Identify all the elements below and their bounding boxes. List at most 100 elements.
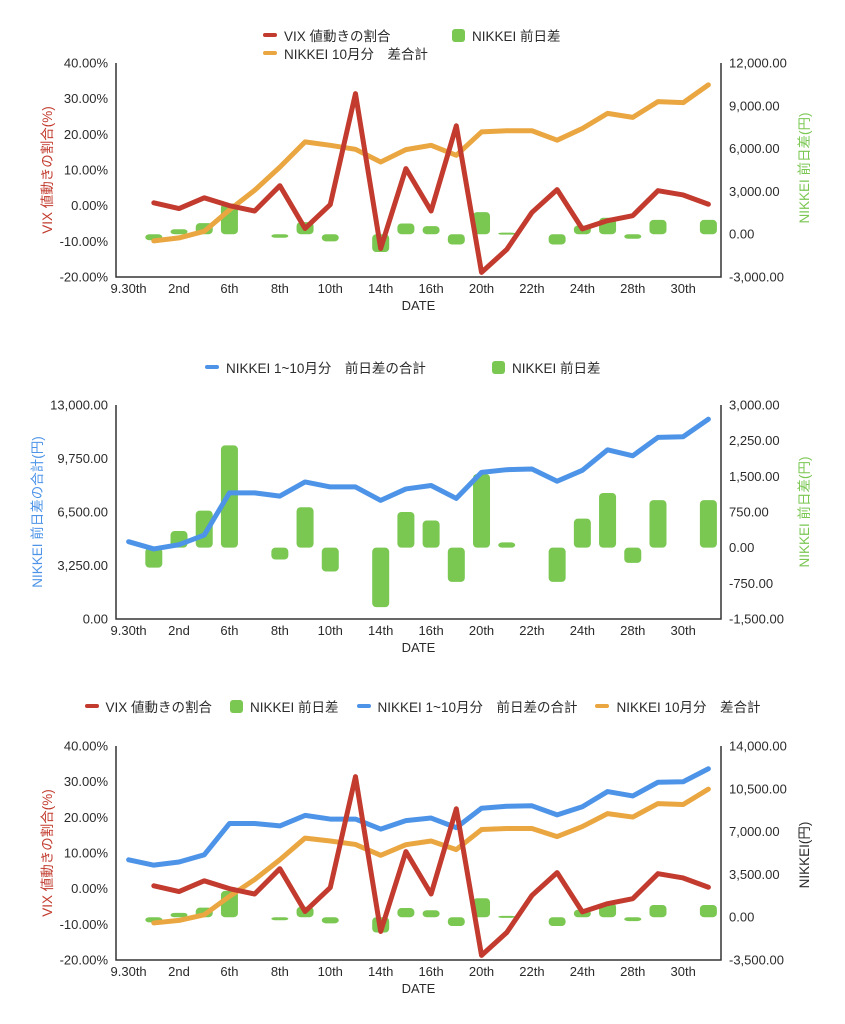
legend-item-vix: VIX 値動きの割合 bbox=[263, 25, 391, 45]
svg-text:2,250.00: 2,250.00 bbox=[729, 433, 780, 448]
svg-text:9,000.00: 9,000.00 bbox=[729, 98, 780, 113]
svg-text:0.00%: 0.00% bbox=[71, 881, 108, 896]
svg-text:DATE: DATE bbox=[402, 981, 436, 996]
legend-item-daily-diff: NIKKEI 前日差 bbox=[452, 25, 561, 45]
svg-text:30.00%: 30.00% bbox=[64, 91, 109, 106]
svg-text:2nd: 2nd bbox=[168, 281, 190, 296]
chart3-legend: VIX 値動きの割合 NIKKEI 前日差 NIKKEI 1~10月分 前日差の… bbox=[0, 696, 845, 716]
svg-text:8th: 8th bbox=[271, 964, 289, 979]
svg-text:6,000.00: 6,000.00 bbox=[729, 141, 780, 156]
svg-text:-750.00: -750.00 bbox=[729, 576, 773, 591]
svg-text:8th: 8th bbox=[271, 281, 289, 296]
chart3-left-axis-title: VIX 値動きの割合(%) bbox=[40, 789, 55, 917]
svg-text:20th: 20th bbox=[469, 964, 494, 979]
svg-text:DATE: DATE bbox=[402, 298, 436, 313]
svg-text:16th: 16th bbox=[418, 623, 443, 638]
svg-text:20.00%: 20.00% bbox=[64, 810, 109, 825]
svg-text:-10.00%: -10.00% bbox=[60, 917, 109, 932]
svg-text:0.00: 0.00 bbox=[83, 612, 108, 627]
svg-text:14th: 14th bbox=[368, 281, 393, 296]
chart1-right-axis-title: NIKKEI 前日差(円) bbox=[797, 112, 812, 224]
svg-text:16th: 16th bbox=[418, 964, 443, 979]
vix-line-marker bbox=[263, 33, 277, 37]
legend-label: NIKKEI 前日差 bbox=[472, 29, 561, 44]
svg-text:6th: 6th bbox=[220, 623, 238, 638]
svg-text:30.00%: 30.00% bbox=[64, 774, 109, 789]
legend-item-oct-cum: NIKKEI 10月分 差合計 bbox=[263, 43, 428, 63]
svg-text:14th: 14th bbox=[368, 623, 393, 638]
svg-text:40.00%: 40.00% bbox=[64, 739, 109, 754]
legend-item-vix: VIX 値動きの割合 bbox=[84, 696, 212, 716]
svg-text:22th: 22th bbox=[519, 281, 544, 296]
svg-text:28th: 28th bbox=[620, 964, 645, 979]
svg-text:9.30th: 9.30th bbox=[111, 623, 147, 638]
oct-cum-line-marker bbox=[595, 704, 610, 708]
svg-text:30th: 30th bbox=[671, 623, 696, 638]
legend-item-total-cum: NIKKEI 1~10月分 前日差の合計 bbox=[356, 696, 578, 716]
daily-diff-bar-marker bbox=[230, 699, 244, 713]
svg-text:7,000.00: 7,000.00 bbox=[729, 824, 780, 839]
svg-text:22th: 22th bbox=[519, 623, 544, 638]
legend-label: NIKKEI 10月分 差合計 bbox=[284, 47, 429, 62]
legend-label: NIKKEI 10月分 差合計 bbox=[616, 700, 761, 715]
svg-text:3,500.00: 3,500.00 bbox=[729, 867, 780, 882]
daily-diff-bar-marker bbox=[492, 360, 505, 374]
legend-item-daily-diff: NIKKEI 前日差 bbox=[230, 696, 339, 716]
svg-text:8th: 8th bbox=[271, 623, 289, 638]
svg-text:30th: 30th bbox=[671, 281, 696, 296]
svg-text:10th: 10th bbox=[318, 281, 343, 296]
legend-label: NIKKEI 前日差 bbox=[250, 700, 339, 715]
svg-text:-1,500.00: -1,500.00 bbox=[729, 612, 784, 627]
svg-text:40.00%: 40.00% bbox=[64, 56, 109, 71]
svg-text:10,500.00: 10,500.00 bbox=[729, 781, 787, 796]
chart2-left-axis-title: NIKKEI 前日差の合計(円) bbox=[30, 436, 45, 588]
legend-label: NIKKEI 1~10月分 前日差の合計 bbox=[377, 700, 578, 715]
svg-text:-3,500.00: -3,500.00 bbox=[729, 953, 784, 968]
svg-text:-3,000.00: -3,000.00 bbox=[729, 270, 784, 285]
svg-text:20th: 20th bbox=[469, 281, 494, 296]
svg-text:-20.00%: -20.00% bbox=[60, 270, 109, 285]
svg-text:2nd: 2nd bbox=[168, 623, 190, 638]
chart1-left-axis-title: VIX 値動きの割合(%) bbox=[40, 106, 55, 234]
svg-text:24th: 24th bbox=[570, 281, 595, 296]
legend-label: NIKKEI 前日差 bbox=[512, 361, 601, 376]
legend-label: NIKKEI 1~10月分 前日差の合計 bbox=[226, 361, 426, 376]
svg-text:24th: 24th bbox=[570, 964, 595, 979]
svg-text:9,750.00: 9,750.00 bbox=[57, 451, 108, 466]
legend-label: VIX 値動きの割合 bbox=[284, 29, 391, 44]
svg-text:6th: 6th bbox=[220, 964, 238, 979]
svg-text:24th: 24th bbox=[570, 623, 595, 638]
svg-text:0.00: 0.00 bbox=[729, 227, 754, 242]
svg-text:6,500.00: 6,500.00 bbox=[57, 505, 108, 520]
svg-text:13,000.00: 13,000.00 bbox=[50, 398, 108, 413]
svg-text:0.00: 0.00 bbox=[729, 910, 754, 925]
oct-cum-line-marker bbox=[263, 51, 277, 55]
legend-item-total-cum: NIKKEI 1~10月分 前日差の合計 bbox=[205, 357, 426, 377]
svg-text:22th: 22th bbox=[519, 964, 544, 979]
svg-text:3,000.00: 3,000.00 bbox=[729, 184, 780, 199]
chart2-right-axis-title: NIKKEI 前日差(円) bbox=[797, 456, 812, 568]
total-cum-line-marker bbox=[356, 704, 371, 708]
svg-text:1,500.00: 1,500.00 bbox=[729, 469, 780, 484]
legend-item-oct-cum: NIKKEI 10月分 差合計 bbox=[595, 696, 761, 716]
legend-item-daily-diff: NIKKEI 前日差 bbox=[492, 357, 601, 377]
svg-text:3,250.00: 3,250.00 bbox=[57, 558, 108, 573]
svg-text:14,000.00: 14,000.00 bbox=[729, 739, 787, 754]
chart3-right-axis-title: NIKKEI(円) bbox=[797, 821, 812, 889]
svg-text:DATE: DATE bbox=[402, 640, 436, 655]
svg-text:-20.00%: -20.00% bbox=[60, 953, 109, 968]
svg-text:9.30th: 9.30th bbox=[111, 281, 147, 296]
svg-text:14th: 14th bbox=[368, 964, 393, 979]
svg-text:20.00%: 20.00% bbox=[64, 127, 109, 142]
svg-text:-10.00%: -10.00% bbox=[60, 234, 109, 249]
svg-text:28th: 28th bbox=[620, 281, 645, 296]
svg-text:750.00: 750.00 bbox=[729, 505, 769, 520]
vix-line-marker bbox=[84, 704, 99, 708]
svg-text:16th: 16th bbox=[418, 281, 443, 296]
svg-text:10.00%: 10.00% bbox=[64, 846, 109, 861]
svg-text:10.00%: 10.00% bbox=[64, 163, 109, 178]
svg-text:10th: 10th bbox=[318, 623, 343, 638]
svg-text:28th: 28th bbox=[620, 623, 645, 638]
svg-text:0.00%: 0.00% bbox=[71, 198, 108, 213]
